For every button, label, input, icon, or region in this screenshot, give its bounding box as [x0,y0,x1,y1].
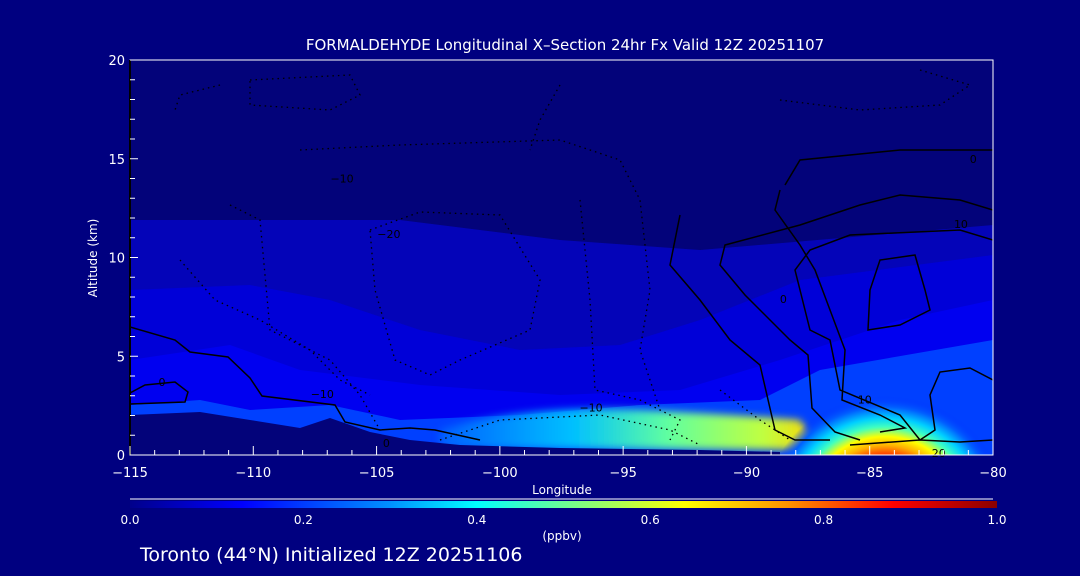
x-tick-label: −100 [482,466,518,481]
contour-line [774,189,908,433]
x-tick-label: −80 [979,466,1006,481]
contour-line [917,367,993,443]
x-tick-label: −85 [856,466,883,481]
contour-line [299,139,661,411]
contour-line [719,389,791,441]
y-tick-label: 0 [117,449,125,464]
contour-label: 10 [954,218,968,231]
contour-line [867,254,931,331]
contour-label: −10 [330,173,353,186]
contour-line [779,69,972,111]
boundary-layer-band [440,409,820,450]
y-tick-label: 10 [108,252,125,267]
contour-label: 0 [780,293,787,306]
contour-labels: 0 0 −10 −10 −10 −20 0 10 10 0 20 [159,153,977,460]
contour-line [529,84,561,151]
contour-label: −10 [579,402,602,415]
contour-label: 0 [383,437,390,450]
y-axis: 0 5 10 15 20 [108,54,138,464]
contour-label: 0 [159,376,166,389]
colorbar-tick-label: 0.0 [120,513,139,527]
y-tick-label: 15 [108,153,125,168]
colorbar-tick-label: 1.0 [987,513,1006,527]
plume-max [765,330,993,455]
chart-title: FORMALDEHYDE Longitudinal X–Section 24hr… [306,36,824,54]
colorbar-tick-label: 0.2 [294,513,313,527]
x-tick-label: −110 [235,466,271,481]
x-tick-label: −115 [112,466,148,481]
contour-label: 20 [932,447,946,460]
colorbar-label: (ppbv) [542,529,581,543]
x-tick-label: −90 [733,466,760,481]
footer-caption: Toronto (44°N) Initialized 12Z 20251106 [139,544,523,566]
x-tick-label: −105 [359,466,395,481]
x-tick-label: −95 [609,466,636,481]
colorbar-ticks: 0.0 0.2 0.4 0.6 0.8 1.0 [120,513,1006,527]
y-tick-label: 5 [117,350,125,365]
x-axis-label: Longitude [532,483,592,497]
negative-contours [174,69,972,446]
colorbar: 0.0 0.2 0.4 0.6 0.8 1.0 (ppbv) [120,498,1007,543]
contour-line [579,199,681,441]
contour-line [669,214,830,441]
filled-contours [130,60,993,455]
contour-line [130,326,481,441]
contour-line [179,259,371,396]
contour-line [784,149,993,186]
contour-label: −10 [311,388,334,401]
contour-label: −20 [377,228,400,241]
contour-label: 0 [970,153,977,166]
colorbar-gradient [130,501,997,508]
contour-line [130,381,189,405]
contour-line [229,204,381,431]
title: FORMALDEHYDE Longitudinal X–Section 24hr… [306,36,824,54]
contour-line [249,74,361,111]
contour-line [719,194,993,441]
colorbar-tick-label: 0.8 [814,513,833,527]
contour-line [794,229,993,446]
y-axis-label: Altitude (km) [86,219,100,298]
colorbar-tick-label: 0.6 [641,513,660,527]
colorbar-tick-label: 0.4 [467,513,486,527]
contour-label: 10 [858,394,872,407]
x-axis: −115 −110 −105 −100 −95 −90 −85 −80 [112,446,1007,481]
terrain-mask [130,412,780,455]
contour-lines [130,149,993,446]
y-tick-label: 20 [108,54,125,69]
